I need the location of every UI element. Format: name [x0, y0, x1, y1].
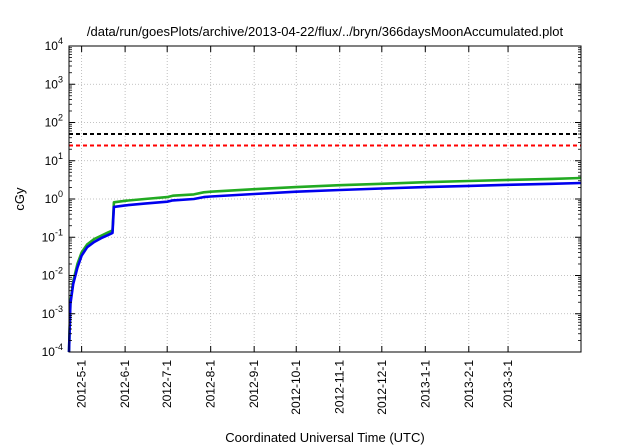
- y-tick-label: 104: [45, 36, 63, 53]
- y-tick-base: 10: [42, 269, 56, 283]
- x-tick-label: 2012-8-1: [204, 360, 218, 408]
- y-tick-exponent: -3: [55, 304, 63, 314]
- y-tick-base: 10: [45, 39, 59, 53]
- y-tick-base: 10: [45, 116, 59, 130]
- y-tick-exponent: 3: [58, 74, 63, 84]
- y-tick-label: 10-2: [42, 266, 63, 283]
- y-tick-exponent: 0: [58, 189, 63, 199]
- grid: [69, 46, 581, 352]
- y-tick-base: 10: [45, 192, 59, 206]
- x-tick-label: 2013-1-1: [418, 360, 432, 408]
- y-tick-label: 10-1: [42, 227, 63, 244]
- x-tick-label: 2012-11-1: [333, 360, 347, 414]
- y-tick-base: 10: [42, 345, 56, 359]
- x-tick-labels: 2012-5-1 2012-6-1 2012-7-1 2012-8-1 2012-9-1…: [75, 360, 515, 415]
- tick-marks: [69, 45, 581, 353]
- y-tick-exponent: 2: [58, 113, 63, 123]
- series-line: [67, 181, 582, 353]
- y-axis-label: cGy: [12, 187, 27, 211]
- y-tick-label: 10-3: [42, 304, 63, 321]
- x-tick-label: 2012-5-1: [75, 360, 89, 408]
- y-tick-label: 10-4: [42, 342, 63, 359]
- reference-lines: [69, 133, 581, 147]
- y-tick-exponent: -4: [55, 342, 63, 352]
- y-tick-base: 10: [45, 154, 59, 168]
- x-tick-label: 2012-7-1: [160, 360, 174, 408]
- series-line: [67, 176, 582, 353]
- x-tick-label: 2012-12-1: [375, 360, 389, 415]
- y-tick-exponent: 4: [58, 36, 63, 46]
- x-tick-label: 2012-10-1: [289, 360, 303, 415]
- x-tick-label: 2012-9-1: [247, 360, 261, 408]
- x-tick-label: 2012-6-1: [118, 360, 132, 408]
- y-tick-exponent: 1: [58, 151, 63, 161]
- chart-title: /data/run/goesPlots/archive/2013-04-22/f…: [87, 24, 564, 39]
- y-tick-exponent: -2: [55, 266, 63, 276]
- series-group: [67, 176, 582, 353]
- y-tick-base: 10: [42, 230, 56, 244]
- y-tick-label: 100: [45, 189, 63, 206]
- y-tick-base: 10: [42, 307, 56, 321]
- y-tick-label: 101: [45, 151, 63, 168]
- x-tick-label: 2013-2-1: [462, 360, 476, 408]
- y-tick-base: 10: [45, 77, 59, 91]
- y-tick-label: 103: [45, 74, 63, 91]
- x-axis-label: Coordinated Universal Time (UTC): [225, 430, 424, 445]
- y-tick-exponent: -1: [55, 227, 63, 237]
- x-tick-label: 2013-3-1: [501, 360, 515, 408]
- y-tick-label: 102: [45, 113, 63, 130]
